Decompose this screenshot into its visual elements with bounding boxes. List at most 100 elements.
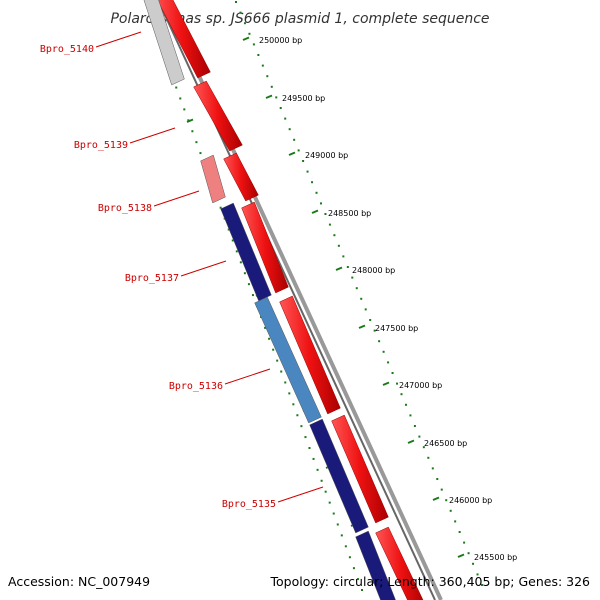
- inner-tick-dot: [227, 228, 230, 231]
- inner-tick-dot: [352, 567, 355, 570]
- gene-label-leader: [224, 368, 271, 385]
- tick-dot: [315, 191, 318, 194]
- tick-dot: [476, 573, 479, 576]
- inner-tick-dot: [276, 359, 279, 362]
- tick-dot: [445, 499, 448, 502]
- tick-dot: [279, 107, 282, 109]
- tick-dot: [413, 425, 416, 427]
- reverse-gene: [355, 530, 396, 600]
- tick-dot: [346, 266, 349, 268]
- scale-ticks: 250000 bp 249500 bp 249000 bp 248500 bp 2480…: [242, 36, 517, 562]
- tick-dot: [463, 541, 466, 544]
- inner-tick-dot: [235, 250, 238, 253]
- forward-gene: [331, 414, 389, 524]
- tick-dot: [454, 520, 457, 523]
- tick-mark: [457, 553, 465, 558]
- inner-tick-dot: [231, 239, 234, 242]
- tick-dot: [243, 22, 246, 25]
- inner-tick-dot: [308, 447, 311, 449]
- tick-dot: [284, 117, 287, 120]
- tick-dot: [319, 202, 322, 205]
- forward-gene: [157, 0, 211, 79]
- tick-dot: [288, 128, 291, 131]
- inner-tick-dot: [312, 457, 315, 460]
- reverse-gene: [220, 202, 272, 302]
- tick-dot: [364, 308, 367, 311]
- tick-dot: [387, 361, 390, 364]
- tick-label: 250000 bp: [259, 36, 302, 45]
- tick-label: 249000 bp: [305, 151, 348, 160]
- forward-gene: [241, 201, 289, 294]
- tick-label: 247500 bp: [375, 324, 418, 333]
- gene-label-leader: [277, 486, 324, 503]
- tick-dot: [355, 287, 358, 290]
- inner-tick-dot: [328, 501, 331, 504]
- tick-dot: [293, 138, 296, 141]
- reverse-gene: [143, 0, 185, 86]
- tick-mark: [407, 439, 415, 444]
- tick-dot: [481, 584, 483, 586]
- reverse-gene: [254, 296, 322, 424]
- inner-tick-dot: [199, 152, 202, 155]
- tick-dot: [400, 393, 403, 396]
- inner-tick-dot: [324, 490, 327, 493]
- summary-text: Topology: circular; Length: 360,405 bp; …: [270, 574, 591, 589]
- inner-tick-dot: [340, 534, 343, 537]
- tick-dot: [337, 244, 340, 247]
- tick-label: 249500 bp: [282, 94, 325, 103]
- inner-tick-dot: [243, 272, 246, 275]
- tick-dot: [328, 223, 331, 226]
- tick-dot: [270, 85, 273, 88]
- tick-mark: [358, 324, 366, 329]
- inner-tick-dot: [247, 283, 250, 286]
- inner-tick-mark: [186, 118, 194, 123]
- tick-label: 248000 bp: [352, 266, 395, 275]
- gene-labels: Bpro_5140 Bpro_5139 Bpro_5138 Bpro_5137 Bpro…: [40, 31, 324, 510]
- gene-label: Bpro_5137: [125, 273, 179, 284]
- inner-tick-dot: [187, 119, 190, 122]
- inner-tick-dot: [344, 545, 347, 548]
- tick-dot: [418, 435, 421, 438]
- tick-dot: [311, 181, 314, 184]
- tick-dot: [373, 329, 376, 332]
- forward-strand-genes: [157, 0, 424, 600]
- inner-tick-dot: [272, 348, 275, 351]
- inner-tick-dot: [264, 326, 267, 329]
- tick-dot: [436, 478, 439, 480]
- inner-tick-dot: [288, 392, 291, 395]
- gene-label: Bpro_5136: [169, 381, 223, 392]
- forward-gene: [193, 80, 243, 152]
- inner-tick-dot: [179, 97, 182, 100]
- inner-tick-dot: [300, 425, 303, 428]
- gene-label: Bpro_5138: [98, 203, 152, 214]
- tick-dot: [302, 160, 305, 162]
- inner-tick-dot: [348, 556, 351, 559]
- tick-dot: [391, 372, 394, 374]
- forward-gene: [375, 526, 424, 600]
- inner-tick-dot: [336, 523, 339, 526]
- tick-dot: [472, 562, 475, 565]
- tick-dot: [404, 403, 407, 406]
- gene-label: Bpro_5135: [222, 499, 276, 510]
- tick-dot: [235, 1, 237, 3]
- tick-dot: [431, 467, 434, 470]
- forward-gene: [223, 152, 259, 202]
- inner-tick-dot: [175, 86, 178, 89]
- inner-tick-dot: [191, 130, 194, 133]
- tick-label: 246500 bp: [424, 439, 467, 448]
- gene-label-leader: [153, 190, 200, 207]
- inner-tick-dot: [183, 108, 186, 111]
- inner-tick-dot: [361, 589, 363, 591]
- inner-tick-dot: [284, 381, 287, 384]
- accession-text: Accession: NC_007949: [8, 574, 151, 589]
- forward-gene: [279, 295, 341, 415]
- tick-mark: [432, 496, 440, 501]
- reverse-gene: [200, 154, 226, 204]
- tick-dot: [257, 54, 260, 56]
- tick-label: 247000 bp: [399, 381, 442, 390]
- tick-dot: [360, 297, 363, 300]
- inner-tick-dot: [292, 403, 295, 406]
- inner-tick-dot: [219, 206, 222, 209]
- inner-tick-dot: [239, 261, 242, 264]
